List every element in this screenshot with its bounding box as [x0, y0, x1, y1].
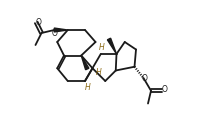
- Text: O: O: [141, 74, 147, 83]
- Polygon shape: [107, 38, 116, 54]
- Text: H: H: [96, 68, 101, 77]
- Text: H: H: [84, 83, 90, 91]
- Text: O: O: [36, 18, 41, 27]
- Text: H: H: [99, 44, 104, 53]
- Polygon shape: [54, 28, 68, 32]
- Text: O: O: [162, 85, 168, 95]
- Text: O: O: [51, 29, 57, 38]
- Polygon shape: [81, 55, 89, 70]
